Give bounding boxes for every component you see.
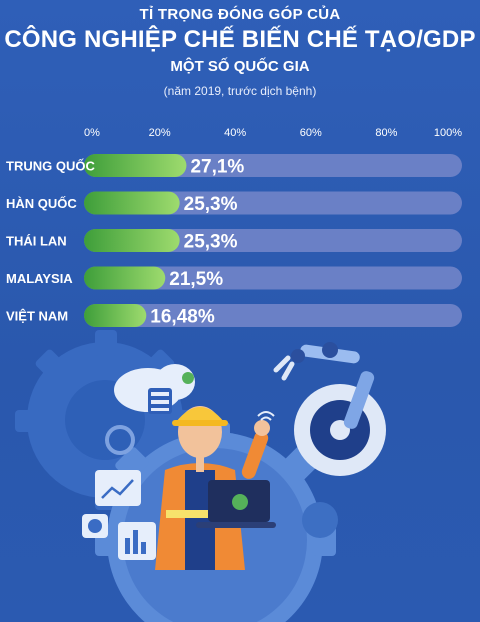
bar	[84, 191, 180, 215]
small-gear-icon	[105, 425, 135, 455]
title-line-2: CÔNG NGHIỆP CHẾ BIẾN CHẾ TẠO/GDP	[4, 26, 476, 53]
raised-hand-icon	[241, 420, 270, 479]
x-tick-label: 60%	[300, 127, 322, 139]
category-label: VIỆT NAM	[6, 309, 68, 324]
category-label: TRUNG QUỐC	[6, 159, 95, 174]
data-label: 25,3%	[184, 194, 238, 215]
bar-track	[84, 304, 462, 327]
category-label: THÁI LAN	[6, 234, 67, 249]
bar	[84, 266, 166, 290]
bar	[84, 154, 187, 177]
category-label: MALAYSIA	[6, 271, 73, 286]
small-gear-right-icon	[302, 502, 338, 538]
factory-worker-illustration	[15, 330, 386, 622]
robot-arm-icon	[273, 342, 375, 429]
bar	[84, 304, 147, 327]
data-label: 16,48%	[150, 307, 215, 328]
x-tick-label: 40%	[224, 127, 246, 139]
data-label: 27,1%	[190, 157, 244, 178]
bar-track	[84, 191, 462, 215]
line-chart-panel-icon	[95, 470, 141, 506]
x-tick-label: 100%	[434, 127, 462, 139]
bar-track	[84, 229, 462, 252]
data-label: 21,5%	[169, 269, 223, 290]
x-tick-label: 20%	[149, 127, 171, 139]
title-line-1: TỈ TRỌNG ĐÓNG GÓP CỦA	[139, 6, 341, 23]
subtitle: (năm 2019, trước dịch bệnh)	[163, 84, 317, 98]
data-label: 25,3%	[184, 232, 238, 253]
wifi-icon	[257, 411, 275, 421]
category-label: HÀN QUỐC	[6, 196, 77, 211]
bar-chart-panel-icon	[118, 522, 156, 560]
laptop-icon	[196, 480, 276, 528]
x-tick-label: 0%	[84, 127, 100, 139]
title-line-3: MỘT SỐ QUỐC GIA	[170, 58, 310, 75]
bar-track	[84, 266, 462, 290]
pie-chart-panel-icon	[82, 514, 108, 538]
cloud-server-icon	[114, 364, 195, 414]
right-gear-icon	[294, 384, 386, 476]
bar-chart: 0% 20% 40% 60% 80% 100% TRUNG QUỐC 27,1% HÀN QUỐ…	[6, 127, 462, 328]
x-tick-label: 80%	[375, 127, 397, 139]
bar	[84, 229, 180, 252]
